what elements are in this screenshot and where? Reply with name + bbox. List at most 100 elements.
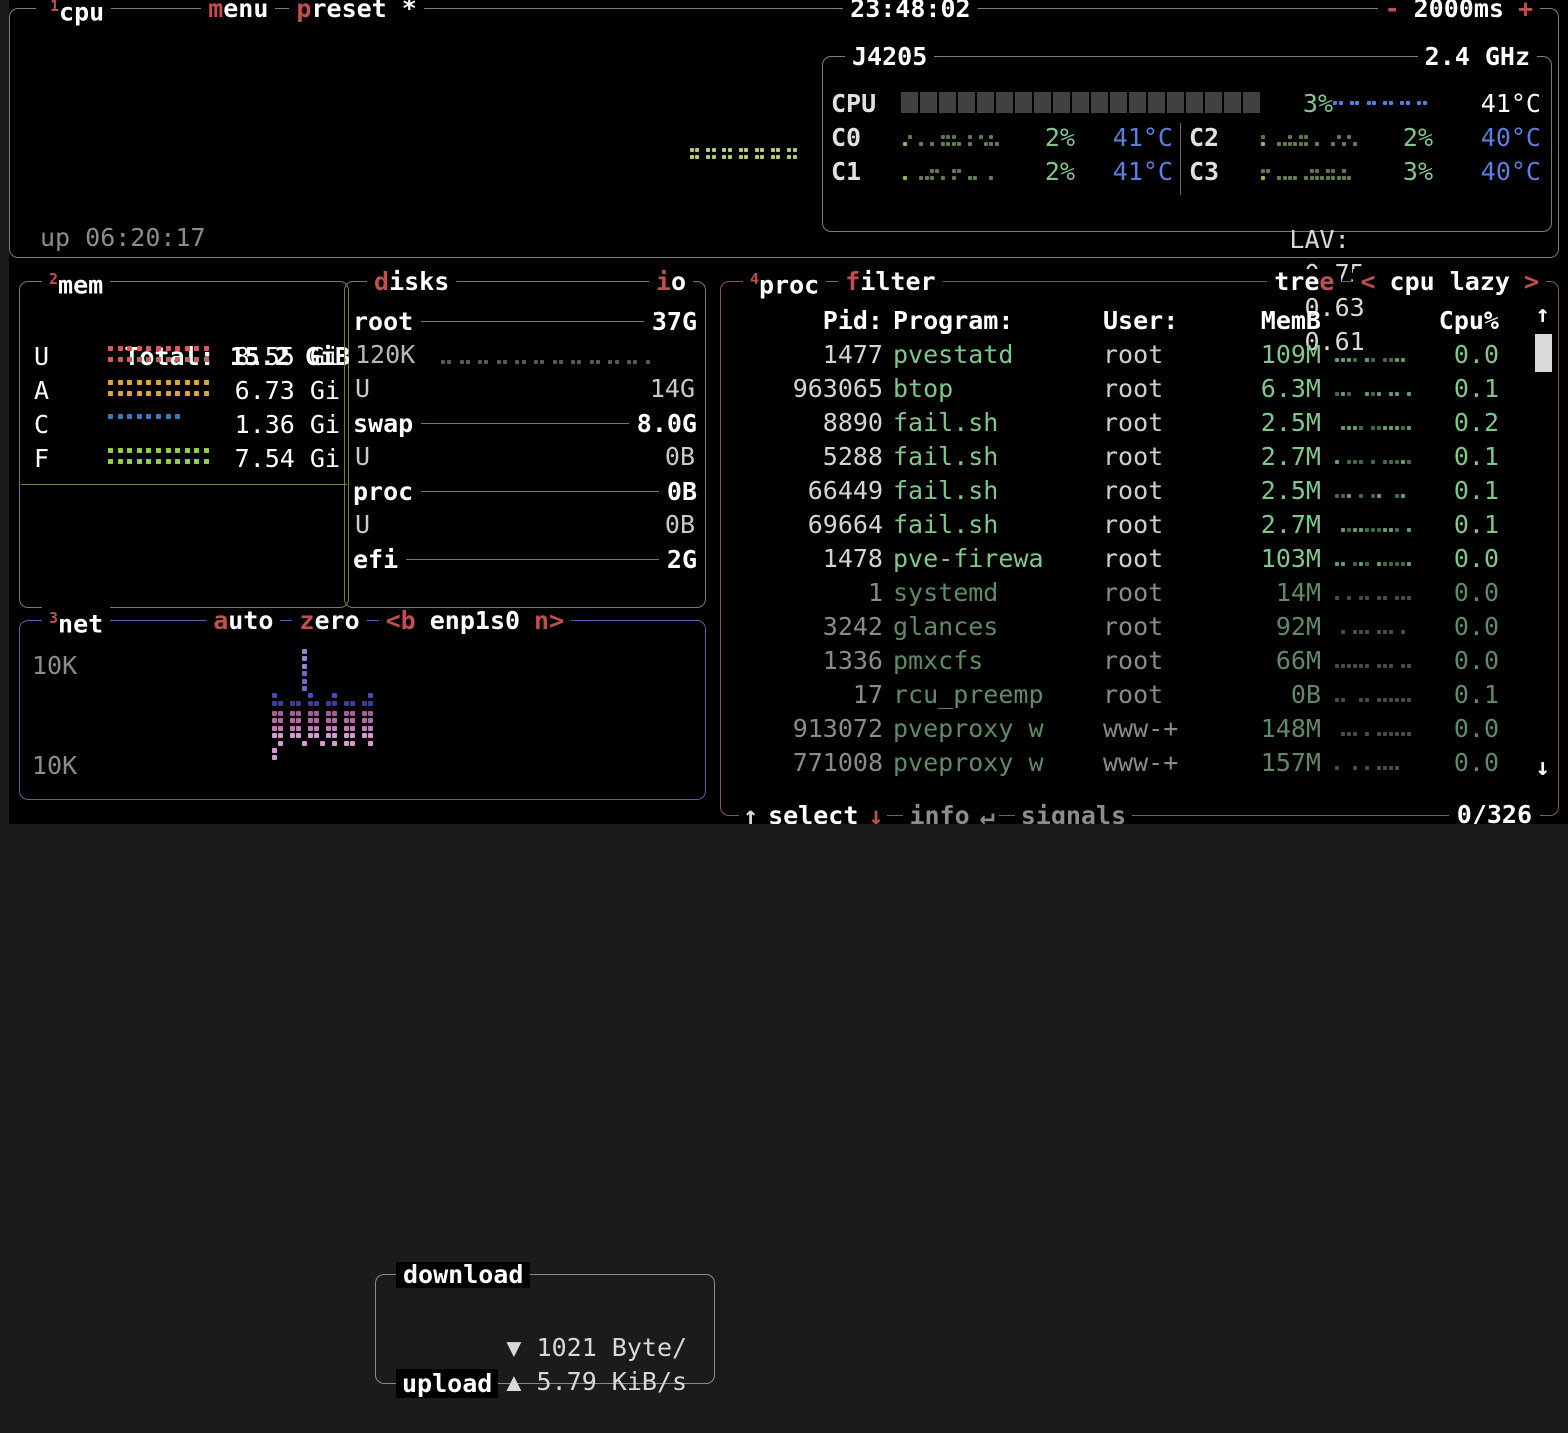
proc-row-cpu-graph (1335, 358, 1415, 366)
disks-panel-title[interactable]: disks (367, 269, 457, 295)
proc-row-cpu: 0.1 (1453, 476, 1499, 505)
proc-row[interactable] (727, 338, 1524, 372)
cpu-meter-cell (1167, 92, 1184, 113)
btop-terminal: 1cpu menu preset * 23:48:02 - 2000ms + u… (0, 0, 1568, 1398)
download-label: download (396, 1262, 531, 1288)
cpu-panel-titlebar: 1cpu menu preset * 23:48:02 - 2000ms + (36, 0, 1540, 26)
proc-row-cpu-graph (1335, 460, 1415, 468)
proc-row-program: pvestatd (893, 340, 1014, 369)
proc-row[interactable] (727, 440, 1524, 474)
proc-row-pid: 66449 (807, 476, 883, 505)
proc-scrollbar-thumb[interactable] (1535, 334, 1552, 372)
proc-row[interactable] (727, 644, 1524, 678)
disk-name: efi (353, 544, 407, 574)
net-interface-name: enp1s0 (422, 608, 528, 634)
select-down-arrow-icon[interactable]: ↓ (864, 800, 888, 830)
cpu-preset-button[interactable]: preset * (289, 0, 424, 22)
cpu-panel-title[interactable]: 1cpu (36, 0, 112, 26)
proc-row-cpu: 0.0 (1453, 578, 1499, 607)
proc-row-user: root (1103, 544, 1164, 573)
cpu-temp-graph (1333, 101, 1433, 117)
cpu-model: J4205 (845, 44, 935, 70)
proc-scroll-down-icon[interactable]: ↓ (1535, 753, 1550, 781)
mem-total-value: 15.2 GiB (229, 342, 351, 371)
net-next-interface-button[interactable]: n> (527, 608, 572, 634)
proc-row[interactable] (727, 542, 1524, 576)
proc-col-cpu[interactable]: Cpu% (1438, 306, 1499, 335)
net-auto-button[interactable]: auto (206, 608, 281, 634)
disk-entry-header: swap 8.0G (353, 406, 697, 440)
load-average-label: LAV: (1289, 225, 1350, 254)
disk-rule (421, 490, 659, 492)
proc-col-program[interactable]: Program: (893, 306, 1014, 335)
proc-panel-titlebar: 4proc filter tree < cpu lazy > (743, 265, 1546, 299)
net-zero-button[interactable]: zero (292, 608, 367, 634)
proc-row-mem: 66M (1275, 646, 1321, 675)
disk-entry-header: proc 0B (353, 474, 697, 508)
sort-direction-arrow-icon[interactable]: ↑ (1535, 300, 1550, 328)
cpu-menu-button[interactable]: menu (201, 0, 276, 22)
net-scale-bottom: 10K (32, 751, 78, 780)
disk-entry-header: root 37G (353, 304, 697, 338)
proc-row-cpu: 0.1 (1453, 680, 1499, 709)
signals-button[interactable]: signals (1014, 800, 1133, 830)
proc-col-pid[interactable]: Pid: (822, 306, 883, 335)
proc-row-cpu-graph (1335, 528, 1415, 536)
proc-row[interactable] (727, 712, 1524, 746)
proc-row-cpu: 0.0 (1453, 544, 1499, 573)
proc-sort-next-button[interactable]: > (1516, 269, 1546, 295)
proc-row-pid: 3242 (822, 612, 883, 641)
core-percent-c0: 2% (1044, 123, 1075, 152)
proc-filter-button[interactable]: filter (838, 269, 943, 295)
cpu-meter-cell (1129, 92, 1146, 113)
cpu-detail-titlebar: J4205 2.4 GHz (845, 44, 1537, 70)
interval-decrease-button[interactable]: - (1377, 0, 1407, 22)
select-up-arrow-icon[interactable]: ↑ (739, 800, 763, 830)
proc-row-program: pveproxy w (893, 714, 1044, 743)
proc-row-cpu-graph (1335, 494, 1415, 502)
disk-name: swap (353, 408, 422, 438)
cpu-total-label: CPU (831, 89, 877, 118)
mem-row-value: 6.73 Gi (234, 376, 340, 405)
proc-row[interactable] (727, 746, 1524, 780)
net-rate-box: download ▼ 1021 Byte/ ▲ 5.79 KiB/s uploa… (375, 1262, 715, 1398)
interval-increase-button[interactable]: + (1510, 0, 1540, 22)
disk-io-rate: 120K (355, 340, 416, 369)
proc-panel-title[interactable]: 4proc (743, 265, 827, 299)
info-button[interactable]: info (903, 800, 976, 830)
proc-row-program: systemd (893, 578, 999, 607)
core-percent-c2: 2% (1402, 123, 1433, 152)
proc-row-user: root (1103, 646, 1164, 675)
proc-row[interactable] (727, 372, 1524, 406)
proc-row-pid: 1477 (822, 340, 883, 369)
core-percent-c3: 3% (1402, 157, 1433, 186)
disks-io-toggle[interactable]: io (648, 269, 693, 295)
cpu-meter-cell (977, 92, 994, 113)
proc-row[interactable] (727, 406, 1524, 440)
proc-col-memb[interactable]: MemB (1260, 306, 1321, 335)
mem-panel-titlebar: 2mem (42, 265, 340, 299)
proc-row[interactable] (727, 474, 1524, 508)
net-prev-interface-button[interactable]: <b (378, 608, 423, 634)
proc-row[interactable] (727, 678, 1524, 712)
proc-row-user: root (1103, 374, 1164, 403)
proc-row-user: root (1103, 612, 1164, 641)
cpu-meter-cell (996, 92, 1013, 113)
proc-row[interactable] (727, 508, 1524, 542)
proc-row-program: glances (893, 612, 999, 641)
proc-row-pid: 5288 (822, 442, 883, 471)
proc-row[interactable] (727, 610, 1524, 644)
disk-name: root (353, 306, 422, 336)
cpu-meter-cell (1224, 92, 1241, 113)
mem-panel-title[interactable]: 2mem (42, 265, 111, 299)
proc-row-program: btop (893, 374, 954, 403)
proc-row-mem: 2.7M (1260, 442, 1321, 471)
net-panel-title[interactable]: 3net (42, 604, 111, 638)
proc-row[interactable] (727, 576, 1524, 610)
cpu-frequency: 2.4 GHz (1417, 44, 1537, 70)
proc-status-bar: ↑ select ↓ info ↵ signals (739, 800, 1133, 830)
proc-row-program: fail.sh (893, 510, 999, 539)
proc-row-cpu-graph (1335, 562, 1415, 570)
disk-used-value: 0B (664, 442, 695, 471)
proc-col-user[interactable]: User: (1103, 306, 1179, 335)
